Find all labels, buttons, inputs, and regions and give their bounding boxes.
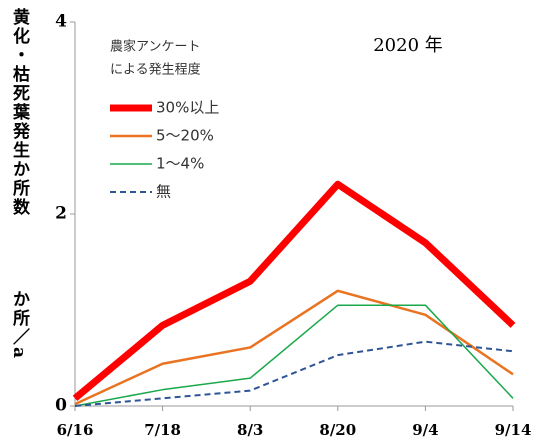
legend-label: 30%以上 [156,99,219,117]
legend-title: 農家アンケート [110,39,200,55]
chart-title: 2020 年 [373,35,443,56]
legend-title: による発生程度 [110,62,201,78]
y-tick-label: 0 [55,396,67,416]
x-tick-label: 8/3 [237,421,263,439]
x-tick-label: 6/16 [57,421,94,439]
y-tick-label: 4 [55,12,67,32]
series-line [74,340,514,407]
y-axis-label: 黄化・枯死葉発生か所数 [9,8,29,217]
y-tick-label: 2 [55,204,67,224]
legend-label: 5〜20% [156,127,214,145]
series-line [72,180,516,402]
legend-label: 無 [156,183,171,201]
series-line [74,304,514,407]
series-line [74,289,514,406]
x-tick-label: 9/14 [495,421,532,439]
legend-label: 1〜4% [156,155,204,173]
y-axis-label: か所／a [9,290,29,361]
x-tick-label: 7/18 [144,421,181,439]
x-tick-label: 8/20 [319,421,356,439]
x-tick-label: 9/4 [412,421,438,439]
